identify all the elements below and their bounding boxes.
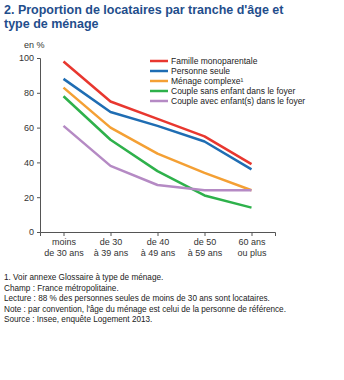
y-tick: 40	[24, 158, 40, 168]
x-tick: de 40à 49 ans	[141, 232, 176, 258]
legend-swatch	[150, 70, 168, 73]
lines	[64, 61, 252, 207]
note: Lecture : 88 % des personnes seules de m…	[4, 294, 270, 303]
x-tick: de 30à 39 ans	[94, 232, 129, 258]
y-tick: 100	[19, 53, 40, 63]
y-tick-label: 20	[24, 193, 34, 203]
x-tick-mark	[111, 232, 112, 236]
x-tick-label: de 40à 49 ans	[141, 237, 176, 258]
legend-label: Personne seule	[171, 66, 230, 76]
y-tick-mark	[37, 93, 40, 94]
x-tick: 60 ansou plus	[237, 232, 267, 258]
legend-swatch	[150, 60, 168, 63]
y-tick: 0	[29, 227, 40, 237]
title: 2. Proportion de locataires par tranche …	[4, 3, 284, 31]
y-tick-label: 40	[24, 158, 34, 168]
y-tick-mark	[37, 162, 40, 163]
y-tick: 20	[24, 193, 40, 203]
x-tick-mark	[205, 232, 206, 236]
legend-label: Famille monoparentale	[171, 56, 258, 66]
legend-swatch	[150, 100, 168, 103]
chart-container: 2. Proportion de locataires par tranche …	[0, 0, 344, 380]
x-tick: de 50à 59 ans	[188, 232, 223, 258]
y-tick-label: 0	[29, 227, 34, 237]
note: Champ : France métropolitaine.	[4, 284, 119, 293]
y-tick-label: 100	[19, 53, 34, 63]
x-tick-label: de 50à 59 ans	[188, 237, 223, 258]
y-tick-mark	[37, 197, 40, 198]
x-axis: moinsde 30 ans de 30à 39 ans de 40à 49 ans…	[41, 232, 276, 258]
y-tick-mark	[37, 58, 40, 59]
y-tick-label: 80	[24, 88, 34, 98]
note: Note : par convention, l'âge du ménage e…	[4, 305, 286, 314]
x-tick-label: moinsde 30 ans	[44, 237, 84, 258]
legend-label: Ménage complexe¹	[171, 76, 243, 86]
x-tick-mark	[158, 232, 159, 236]
x-axis-line	[41, 233, 276, 237]
legend-label: Couple sans enfant dans le foyer	[171, 86, 295, 96]
y-tick-mark	[37, 232, 40, 233]
legend-label: Couple avec enfant(s) dans le foyer	[171, 96, 305, 106]
y-axis-line	[37, 59, 41, 233]
series-line	[64, 126, 252, 190]
y-tick: 80	[24, 88, 40, 98]
note: 1. Voir annexe Glossaire à type de ménag…	[4, 273, 163, 282]
y-tick-mark	[37, 128, 40, 129]
x-tick-mark	[252, 232, 253, 236]
x-tick: moinsde 30 ans	[44, 232, 84, 258]
x-tick-mark	[64, 232, 65, 236]
legend: Famille monoparentalePersonne seuleMénag…	[150, 56, 305, 106]
note: Source : Insee, enquête Logement 2013.	[4, 315, 152, 324]
chart-svg: 2. Proportion de locataires par tranche …	[0, 0, 344, 380]
y-tick-label: 60	[24, 123, 34, 133]
legend-swatch	[150, 90, 168, 93]
y-axis: 0 20 40 60 80 100	[19, 53, 41, 237]
x-tick-label: de 30à 39 ans	[94, 237, 129, 258]
x-tick-label: 60 ansou plus	[237, 237, 267, 258]
y-axis-label: en %	[24, 40, 45, 50]
y-tick: 60	[24, 123, 40, 133]
legend-swatch	[150, 80, 168, 83]
series-line	[64, 96, 252, 207]
